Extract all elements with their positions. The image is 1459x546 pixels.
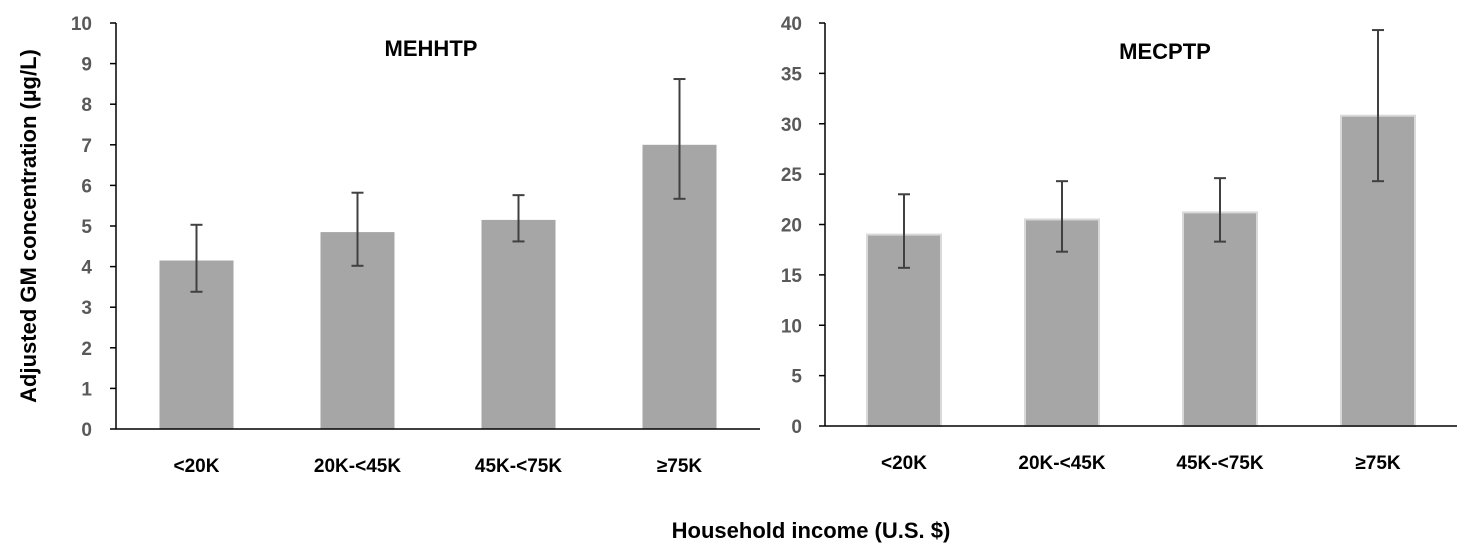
y-tick-label: 0 <box>791 417 802 438</box>
bar <box>1182 211 1258 427</box>
bar <box>481 219 556 429</box>
y-tick-label: 10 <box>71 14 92 35</box>
chart-mehhtp: 0 1 2 3 4 5 6 7 8 9 10 <20K 20K-<45K 45K-<75K ≥75K MEHH… <box>71 14 760 477</box>
x-tick-label: <20K <box>174 456 220 477</box>
y-tick-label: 40 <box>781 14 802 35</box>
x-tick-label: 20K-<45K <box>1018 453 1105 474</box>
y-tick-label: 7 <box>81 136 92 157</box>
chart-title: MEHHTP <box>385 36 478 61</box>
y-tick-label: 2 <box>81 339 92 360</box>
x-tick-label: ≥75K <box>657 456 703 477</box>
y-tick-label: 0 <box>81 420 92 441</box>
x-tick-label: <20K <box>881 453 927 474</box>
y-tick-label: 8 <box>81 95 92 116</box>
y-tick-label: 5 <box>791 367 802 388</box>
y-tick-label: 1 <box>81 379 92 400</box>
y-tick-label: 30 <box>781 115 802 136</box>
y-tick-label: 5 <box>81 217 92 238</box>
bar <box>1024 218 1100 427</box>
x-tick-label: 45K-<75K <box>475 456 562 477</box>
chart-mecptp: 0 5 10 15 20 25 30 35 40 <20K 20K-<45K 45K-<75K ≥75K… <box>781 14 1457 474</box>
y-tick-label: 25 <box>781 165 803 186</box>
y-tick-label: 6 <box>81 176 92 197</box>
y-tick-label: 15 <box>781 266 803 287</box>
x-tick-label: 20K-<45K <box>314 456 401 477</box>
y-tick-label: 35 <box>781 64 803 85</box>
y-tick-label: 10 <box>781 316 802 337</box>
x-axis-label: Household income (U.S. $) <box>672 518 951 543</box>
y-tick-label: 20 <box>781 216 802 237</box>
y-tick-label: 9 <box>81 55 92 76</box>
x-tick-label: 45K-<75K <box>1176 453 1263 474</box>
y-tick-label: 4 <box>81 258 92 279</box>
chart-title: MECPTP <box>1119 39 1211 64</box>
y-axis-label: Adjusted GM concentration (µg/L) <box>16 49 41 403</box>
x-tick-label: ≥75K <box>1355 453 1401 474</box>
y-tick-label: 3 <box>81 298 92 319</box>
